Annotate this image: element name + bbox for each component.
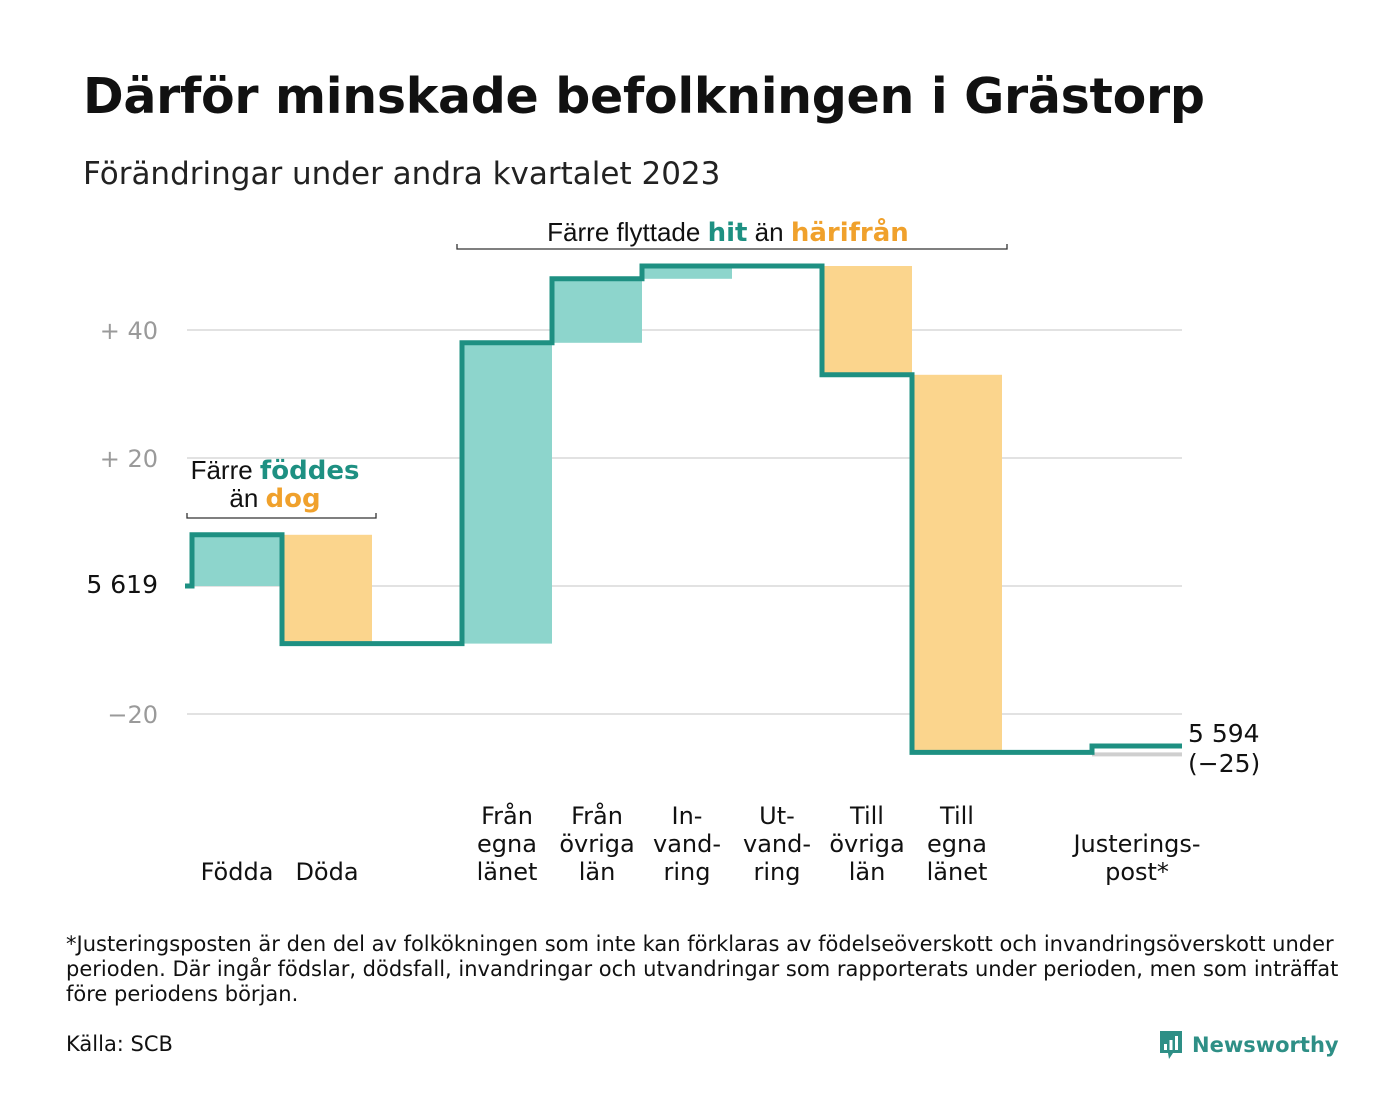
category-label-8-2: länet <box>927 858 988 886</box>
category-label-5-1: vand- <box>653 830 721 858</box>
category-label-6-1: vand- <box>743 830 811 858</box>
footnote: *Justeringsposten är den del av folkökni… <box>66 932 1339 1006</box>
category-label-8-1: egna <box>927 830 987 858</box>
end-value-label: 5 594 <box>1188 719 1260 748</box>
moves-annotation-middle: än <box>755 217 784 247</box>
births-annotation-orange: dog <box>266 484 321 514</box>
bar-till-egna-länet <box>912 374 1002 753</box>
category-label-7-0: Till <box>849 802 884 830</box>
newsworthy-logo-icon <box>1160 1031 1182 1059</box>
category-label-10-1: post* <box>1105 858 1169 886</box>
migration-annotation: Färre flyttade hit än härifrån <box>456 216 1008 250</box>
category-label-1-0: Döda <box>295 858 358 886</box>
source-label: Källa: SCB <box>66 1032 173 1056</box>
y-tick-label-1: + 20 <box>100 445 158 473</box>
category-label-5-0: In- <box>672 802 703 830</box>
category-label-3-1: egna <box>477 830 537 858</box>
category-label-0-0: Födda <box>201 858 274 886</box>
births-annotation-teal: föddes <box>260 456 360 486</box>
bars <box>192 266 1182 757</box>
gridlines <box>187 329 1182 715</box>
cumulative-step-line <box>185 263 1182 755</box>
y-tick-label-0: + 40 <box>100 317 158 345</box>
category-label-6-2: ring <box>754 858 801 886</box>
category-labels: Födda DödaFrånegnalänetFrånövrigalänIn-va… <box>201 801 1201 886</box>
category-label-3-0: Från <box>481 801 533 830</box>
svg-text:Färre flyttade hit: Färre flyttade hit än härifrån <box>547 216 909 248</box>
bar-från-övriga-län <box>552 278 642 343</box>
births-deaths-annotation: Färre föddes än dog <box>186 455 377 519</box>
bar-invandring <box>642 266 732 279</box>
bar-födda <box>192 534 282 586</box>
category-label-10-0: Justerings- <box>1071 830 1200 858</box>
chart-subtitle: Förändringar under andra kvartalet 2023 <box>83 156 721 192</box>
bar-döda <box>282 534 372 644</box>
category-label-4-0: Från <box>571 801 623 830</box>
brand-name: Newsworthy <box>1192 1033 1339 1057</box>
bar-justeringspost- <box>1092 752 1182 757</box>
category-label-7-2: län <box>849 858 886 886</box>
svg-text:Färre föddes: Färre föddes <box>191 455 360 486</box>
category-label-7-1: övriga <box>829 830 904 858</box>
category-label-8-0: Till <box>939 802 974 830</box>
brand-logo[interactable]: Newsworthy <box>1158 1028 1339 1062</box>
category-label-5-2: ring <box>664 858 711 886</box>
category-label-3-2: länet <box>477 858 538 886</box>
migration-bracket <box>456 244 1008 250</box>
bar-från-egna-länet <box>462 342 552 644</box>
category-label-4-2: län <box>579 858 616 886</box>
births-annotation-prefix: Färre <box>191 455 253 485</box>
births-bracket <box>186 513 377 519</box>
y-tick-labels: + 40 + 20 −20 <box>100 317 158 729</box>
category-label-6-0: Ut- <box>759 802 795 830</box>
chart-title: Därför minskade befolkningen i Grästorp <box>83 68 1205 125</box>
waterfall-chart: + 40+ 20−20 Födda DödaFrånegnalänetFrånöv… <box>86 216 1260 886</box>
category-label-4-1: övriga <box>559 830 634 858</box>
moves-annotation-orange: härifrån <box>791 216 909 248</box>
moves-annotation-prefix: Färre flyttade <box>547 217 700 247</box>
bar-till-övriga-län <box>822 266 912 375</box>
end-change-label: (−25) <box>1188 749 1260 778</box>
moves-annotation-teal: hit <box>708 218 748 248</box>
start-value-label: 5 619 <box>86 570 158 599</box>
births-annotation-line2-prefix: än <box>229 483 258 513</box>
svg-text:än dog: än dog <box>229 483 320 514</box>
y-tick-label-3: −20 <box>107 701 158 729</box>
